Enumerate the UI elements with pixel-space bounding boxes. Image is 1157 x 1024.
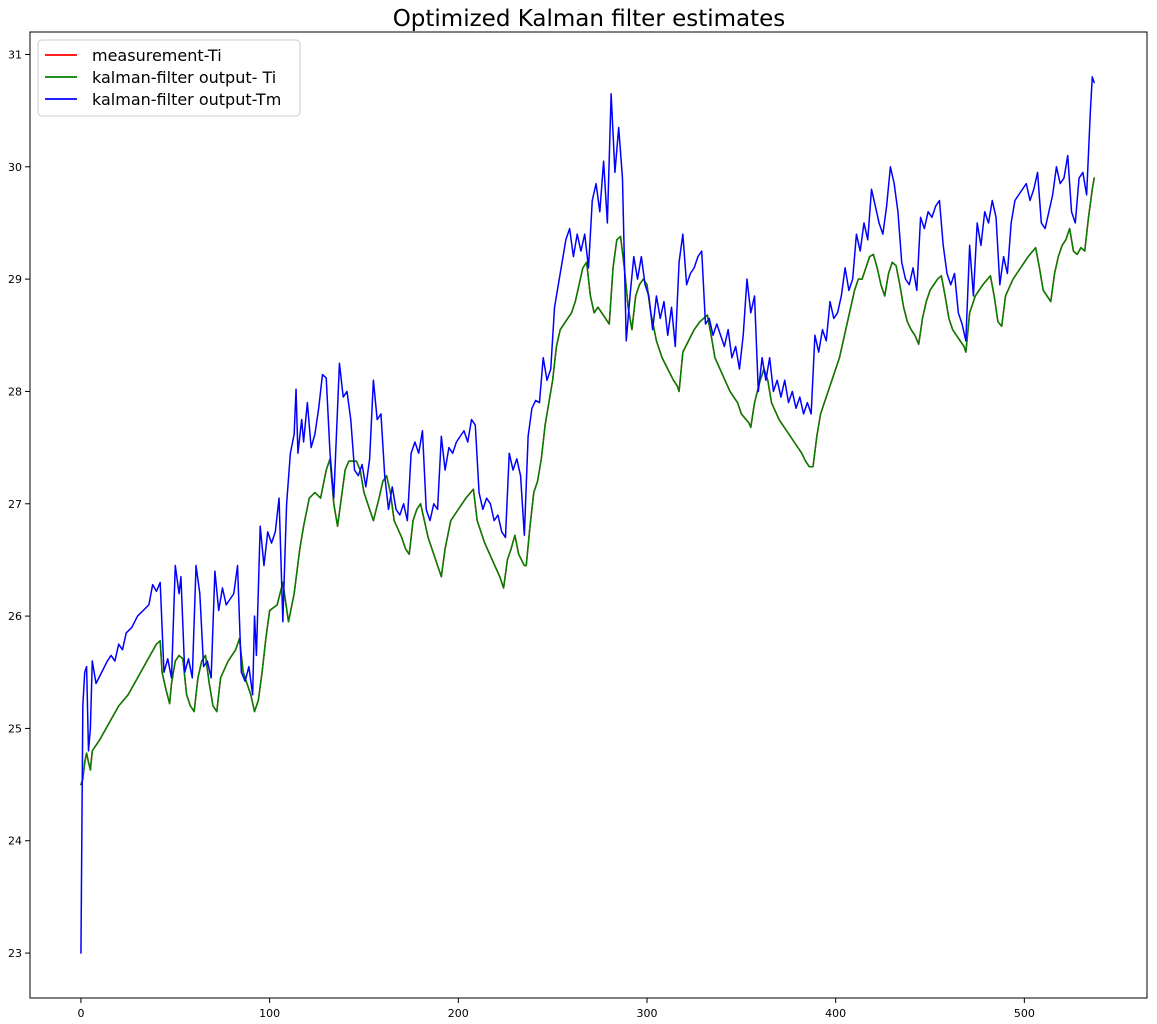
y-tick-label-7: 30 xyxy=(8,161,22,174)
x-tick-label-4: 400 xyxy=(825,1007,846,1020)
x-tick-label-3: 300 xyxy=(636,1007,657,1020)
y-tick-label-8: 31 xyxy=(8,48,22,61)
x-tick-label-2: 200 xyxy=(448,1007,469,1020)
y-tick-label-1: 24 xyxy=(8,835,22,848)
y-tick-label-0: 23 xyxy=(8,947,22,960)
y-axis: 23 24 25 26 27 28 29 30 31 xyxy=(8,48,30,960)
x-tick-label-5: 500 xyxy=(1014,1007,1035,1020)
x-axis: 0 100 200 300 400 500 xyxy=(77,998,1035,1020)
series-line-1 xyxy=(80,177,1095,786)
y-tick-label-6: 29 xyxy=(8,273,22,286)
x-tick-label-0: 0 xyxy=(77,1007,84,1020)
series-line-2 xyxy=(80,76,1095,954)
y-tick-label-5: 28 xyxy=(8,385,22,398)
x-tick-label-1: 100 xyxy=(259,1007,280,1020)
y-tick-label-3: 26 xyxy=(8,610,22,623)
plot-frame xyxy=(29,31,1148,999)
y-tick-label-2: 25 xyxy=(8,722,22,735)
legend-frame xyxy=(37,39,301,117)
chart-title: Optimized Kalman filter estimates xyxy=(393,6,786,32)
legend-label-2: kalman-filter output-Tm xyxy=(92,90,281,109)
legend-label-1: kalman-filter output- Ti xyxy=(92,68,276,87)
legend-label-0: measurement-Ti xyxy=(92,46,222,65)
plot-series xyxy=(80,76,1095,954)
y-tick-label-4: 27 xyxy=(8,498,22,511)
legend: measurement-Ti kalman-filter output- Ti ka… xyxy=(37,39,301,117)
